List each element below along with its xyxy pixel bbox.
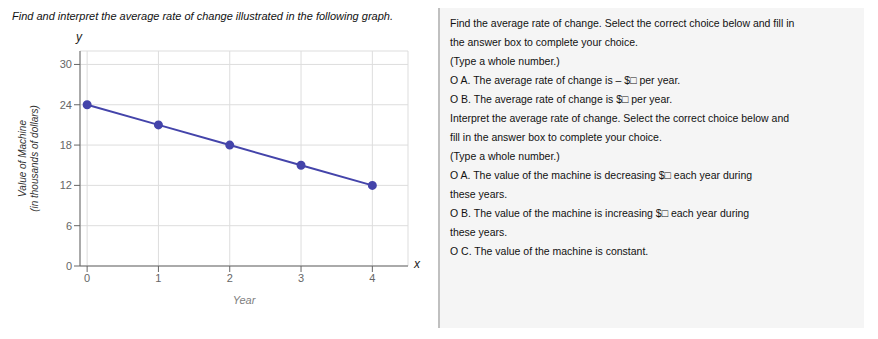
svg-text:6: 6 <box>66 220 72 232</box>
svg-text:0: 0 <box>66 260 72 272</box>
html-text:O B. The average rate of chang: O B. The average rate of change is $□ pe… <box>450 93 673 105</box>
html-text:(Type a whole number.): (Type a whole number.) <box>450 55 560 67</box>
html-text:y: y <box>76 30 82 44</box>
html-text:(Type a whole number.): (Type a whole number.) <box>450 150 560 162</box>
html-text:O C. The value of the machine: O C. The value of the machine is constan… <box>450 245 649 257</box>
html-text:O A. The value of the machine: O A. The value of the machine is decreas… <box>450 169 753 181</box>
svg-text:4: 4 <box>369 272 375 284</box>
html-text:these years.: these years. <box>450 226 508 238</box>
html-text:O A. The average rate of chang: O A. The average rate of change is – $□ … <box>450 74 681 86</box>
html-text:Interpret the average rate of: Interpret the average rate of change. Se… <box>450 112 790 124</box>
svg-text:Year: Year <box>233 294 257 306</box>
html-text:O B. The value of the machine: O B. The value of the machine is increas… <box>450 207 750 219</box>
svg-text:1: 1 <box>155 272 161 284</box>
html-text:Find and interpret the average: Find and interpret the average rate of c… <box>12 10 393 22</box>
html-text:these years.: these years. <box>450 188 508 200</box>
html-text:the answer box to complete you: the answer box to complete your choice. <box>450 36 638 48</box>
svg-text:30: 30 <box>60 58 72 70</box>
svg-text:18: 18 <box>60 139 72 151</box>
svg-text:0: 0 <box>84 272 90 284</box>
html-text:fill in the answer box to comp: fill in the answer box to complete your … <box>450 131 662 143</box>
svg-text:2: 2 <box>227 272 233 284</box>
svg-text:24: 24 <box>60 99 72 111</box>
html-text:x: x <box>414 257 420 271</box>
html-text:Find the average rate of chang: Find the average rate of change. Select … <box>450 17 795 29</box>
svg-text:12: 12 <box>60 179 72 191</box>
svg-text:Value of Machine(in thousands: Value of Machine(in thousands of dollars… <box>17 105 40 212</box>
svg-text:3: 3 <box>298 272 304 284</box>
